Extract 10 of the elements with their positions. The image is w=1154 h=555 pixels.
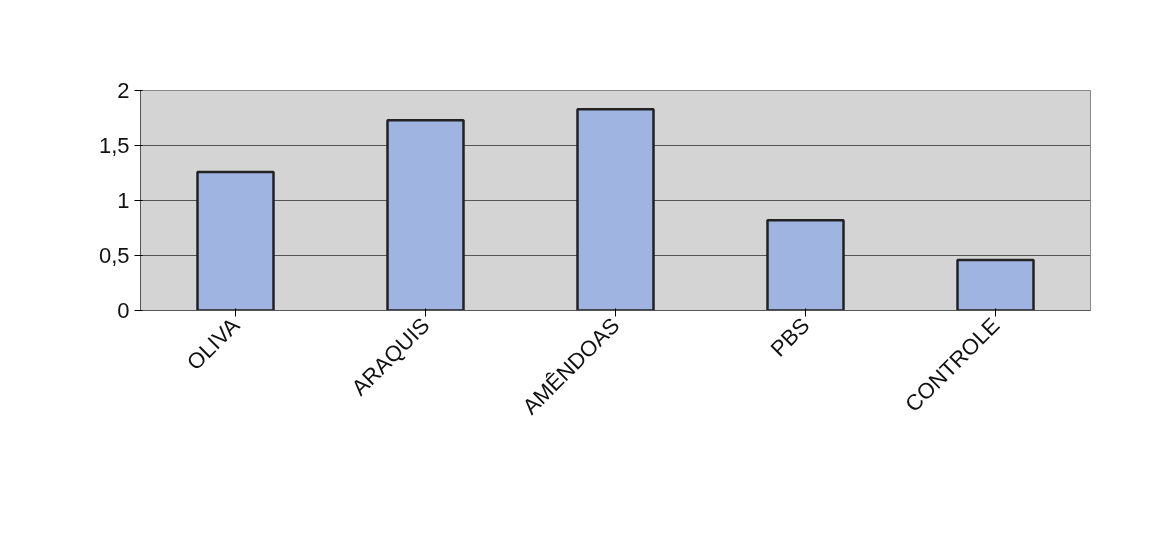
y-tick-label: 2 (117, 78, 130, 103)
bar (766, 219, 845, 311)
y-tick-label: 1,5 (98, 133, 130, 158)
y-tick-label: 0,5 (98, 243, 130, 268)
y-tick-label: 1 (117, 188, 130, 213)
bar (576, 107, 655, 311)
bar (196, 170, 275, 311)
y-tick-label: 0 (117, 298, 130, 323)
bar (386, 118, 465, 311)
bar (956, 258, 1035, 311)
